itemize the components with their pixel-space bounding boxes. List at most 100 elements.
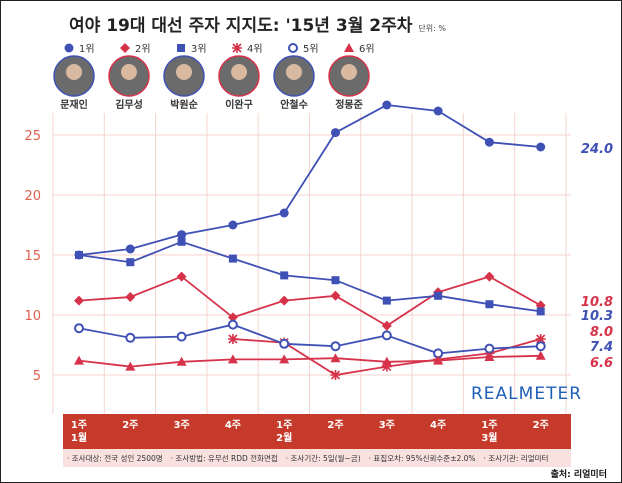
data-point bbox=[227, 312, 238, 323]
data-point bbox=[381, 356, 392, 366]
legend-label-3: 3위 bbox=[191, 42, 207, 55]
data-point bbox=[484, 343, 495, 354]
chart-title: 여야 19대 대선 주자 지지도: '15년 3월 2주차 bbox=[69, 16, 413, 36]
data-point bbox=[125, 292, 136, 302]
legend-label-6: 6위 bbox=[359, 42, 375, 55]
data-point bbox=[75, 251, 83, 259]
legend-marker-5 bbox=[288, 43, 298, 53]
footer-note-5: · 조사기관: 리얼미터 bbox=[484, 453, 549, 463]
legend-label-1: 1위 bbox=[79, 42, 95, 55]
legend-marker-1 bbox=[64, 43, 74, 53]
series-4위: 8.0 bbox=[227, 325, 613, 380]
legend: 1위 2위 3위 4위 5위 6위 bbox=[64, 42, 375, 55]
candidate-face-3 bbox=[176, 64, 192, 80]
x-tick-week: 1주 bbox=[481, 419, 497, 431]
data-point bbox=[484, 352, 495, 361]
x-tick-week: 1주 bbox=[276, 419, 292, 431]
data-point bbox=[485, 300, 494, 309]
data-point bbox=[433, 106, 443, 116]
data-point bbox=[331, 276, 340, 285]
y-tick-label: 10 bbox=[24, 309, 41, 324]
data-point bbox=[381, 320, 392, 331]
data-point bbox=[330, 290, 341, 301]
data-point bbox=[227, 319, 238, 330]
data-point bbox=[279, 295, 290, 306]
candidate-face-5 bbox=[286, 64, 302, 80]
data-point bbox=[279, 354, 290, 364]
x-tick-month: 3월 bbox=[481, 432, 497, 444]
candidate-face-2 bbox=[121, 64, 137, 80]
x-tick-week: 4주 bbox=[225, 419, 241, 431]
candidate-face-6 bbox=[341, 64, 357, 80]
data-point bbox=[382, 100, 392, 110]
data-point bbox=[535, 350, 546, 360]
legend-marker-4 bbox=[232, 43, 242, 53]
data-point bbox=[484, 271, 495, 282]
series-6위: 6.6 bbox=[74, 350, 613, 371]
series-group: 24.0 10.810.38.07.46.6 bbox=[74, 100, 613, 380]
data-point bbox=[74, 295, 84, 306]
footer-note-1: · 조사대상: 전국 성인 2500명 bbox=[67, 453, 163, 463]
legend-marker-2 bbox=[120, 43, 130, 53]
end-value-label: 7.4 bbox=[590, 340, 613, 355]
data-point bbox=[177, 230, 187, 240]
candidate-name-4: 이완구 bbox=[225, 98, 253, 111]
data-point bbox=[228, 254, 237, 263]
data-point bbox=[227, 334, 238, 344]
y-tick-label: 25 bbox=[24, 129, 41, 144]
legend-marker-3 bbox=[177, 44, 185, 52]
x-tick-week: 1주 bbox=[71, 419, 87, 431]
data-point bbox=[176, 271, 187, 282]
legend-marker-6 bbox=[344, 43, 354, 52]
data-point bbox=[536, 142, 546, 152]
data-point bbox=[330, 341, 341, 352]
series-line bbox=[78, 275, 542, 327]
candidate-name-1: 문재인 bbox=[60, 98, 88, 111]
series-1위: 24.0 bbox=[74, 100, 613, 260]
data-point bbox=[228, 220, 238, 230]
data-point bbox=[74, 323, 84, 334]
x-tick-week: 3주 bbox=[174, 419, 190, 431]
grid: 5 10 15 20 25 bbox=[24, 113, 571, 414]
candidate-name-5: 안철수 bbox=[280, 98, 308, 111]
data-point bbox=[381, 330, 392, 341]
legend-label-2: 2위 bbox=[135, 42, 151, 55]
legend-label-5: 5위 bbox=[303, 42, 319, 55]
x-tick-week: 2주 bbox=[533, 419, 549, 431]
data-point bbox=[177, 237, 186, 246]
data-point bbox=[125, 361, 136, 371]
data-point bbox=[125, 244, 135, 254]
footer-note-3: · 조사기간: 5일(월~금) bbox=[286, 453, 361, 463]
end-value-label: 6.6 bbox=[590, 356, 613, 371]
data-point bbox=[74, 355, 84, 365]
y-tick-label: 5 bbox=[33, 369, 41, 384]
data-point bbox=[331, 128, 340, 138]
candidate-name-3: 박원순 bbox=[170, 98, 198, 111]
x-axis-band bbox=[63, 414, 571, 449]
candidate-name-2: 김무성 bbox=[115, 98, 143, 111]
x-tick-week: 4주 bbox=[430, 419, 446, 431]
series-line bbox=[78, 323, 541, 355]
x-tick-week: 3주 bbox=[379, 419, 395, 431]
series-3위: 10.3 bbox=[75, 237, 613, 324]
series-2위: 10.8 bbox=[74, 271, 613, 331]
unit-label: 단위: % bbox=[418, 23, 446, 33]
x-tick-week: 2주 bbox=[122, 419, 138, 431]
x-tick-month: 1월 bbox=[71, 432, 87, 444]
data-point bbox=[484, 137, 494, 147]
data-point bbox=[330, 370, 341, 380]
data-point bbox=[434, 291, 443, 300]
footer-note-2: · 조사방법: 유무선 RDD 전화면접 bbox=[171, 453, 278, 463]
y-tick-label: 15 bbox=[24, 249, 41, 264]
x-tick-week: 2주 bbox=[327, 419, 343, 431]
series-line bbox=[78, 240, 541, 313]
y-tick-label: 20 bbox=[24, 189, 41, 204]
data-point bbox=[382, 296, 391, 305]
end-value-label: 10.3 bbox=[581, 309, 613, 324]
data-point bbox=[330, 353, 341, 363]
data-point bbox=[536, 307, 545, 316]
end-value-label: 8.0 bbox=[590, 325, 613, 340]
